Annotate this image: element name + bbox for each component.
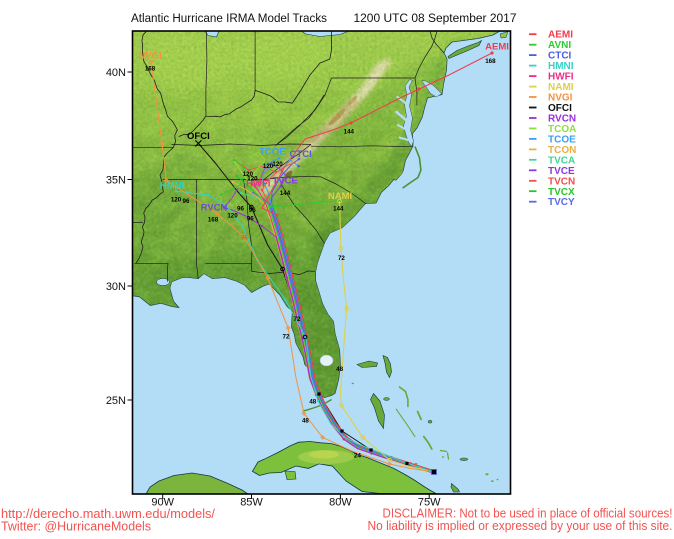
svg-text:http://derecho.math.uwm.edu/mo: http://derecho.math.uwm.edu/models/ — [1, 507, 215, 521]
svg-text:OFCI: OFCI — [548, 103, 572, 114]
svg-text:120: 120 — [171, 197, 182, 204]
svg-text:TVCN: TVCN — [548, 176, 575, 187]
svg-text:AVNI: AVNI — [548, 40, 571, 51]
svg-text:96: 96 — [247, 216, 254, 223]
svg-text:96: 96 — [237, 206, 244, 213]
svg-text:1200 UTC 08 September 2017: 1200 UTC 08 September 2017 — [354, 11, 517, 25]
svg-text:35N: 35N — [106, 175, 126, 187]
svg-text:75W: 75W — [418, 497, 441, 509]
svg-text:NAMI: NAMI — [328, 191, 352, 202]
svg-text:TVCX: TVCX — [548, 187, 575, 198]
svg-text:Atlantic Hurricane IRMA Model: Atlantic Hurricane IRMA Model Tracks — [131, 11, 327, 25]
svg-text:HMNI: HMNI — [160, 181, 184, 192]
svg-text:HWFI: HWFI — [246, 179, 270, 190]
svg-text:144: 144 — [280, 190, 291, 197]
svg-text:NVGI: NVGI — [138, 51, 161, 62]
svg-text:48: 48 — [309, 399, 316, 406]
svg-text:TVCY: TVCY — [548, 197, 575, 208]
svg-text:90W: 90W — [151, 497, 174, 509]
svg-text:72: 72 — [338, 255, 345, 262]
svg-text:144: 144 — [344, 129, 355, 136]
svg-text:HMNI: HMNI — [548, 61, 574, 72]
svg-text:120: 120 — [247, 176, 258, 183]
svg-text:24: 24 — [354, 453, 361, 460]
svg-text:168: 168 — [208, 217, 219, 224]
svg-text:48: 48 — [302, 418, 309, 425]
svg-text:NVGI: NVGI — [548, 93, 573, 104]
svg-text:168: 168 — [145, 66, 156, 73]
svg-text:TCON: TCON — [548, 145, 576, 156]
svg-text:120: 120 — [272, 161, 283, 168]
svg-text:120: 120 — [227, 213, 238, 220]
svg-text:120: 120 — [263, 163, 274, 170]
svg-text:96: 96 — [249, 207, 256, 214]
svg-text:RVCN: RVCN — [201, 203, 228, 214]
svg-text:RVCN: RVCN — [548, 114, 576, 125]
svg-text:144: 144 — [333, 206, 344, 213]
svg-text:TCOA: TCOA — [548, 124, 576, 135]
svg-text:85W: 85W — [240, 497, 263, 509]
svg-text:No liability is implied or exp: No liability is implied or expressed by … — [368, 519, 673, 533]
svg-text:48: 48 — [336, 366, 343, 373]
svg-text:Twitter: @HurricaneModels: Twitter: @HurricaneModels — [1, 520, 151, 534]
svg-text:96: 96 — [183, 198, 190, 205]
svg-text:TVCA: TVCA — [548, 155, 575, 166]
svg-text:96: 96 — [241, 235, 248, 242]
svg-text:TCOE: TCOE — [548, 134, 576, 145]
svg-text:168: 168 — [485, 58, 496, 65]
svg-text:NAMI: NAMI — [548, 82, 574, 93]
svg-text:80W: 80W — [329, 497, 352, 509]
svg-text:72: 72 — [283, 334, 290, 341]
svg-text:TVCE: TVCE — [272, 176, 297, 187]
svg-text:AEMI: AEMI — [485, 42, 509, 53]
svg-text:CTCI: CTCI — [290, 149, 312, 160]
svg-text:HWFI: HWFI — [548, 72, 574, 83]
svg-text:40N: 40N — [106, 67, 126, 79]
svg-text:72: 72 — [294, 316, 301, 323]
svg-text:OFCI: OFCI — [187, 131, 210, 142]
svg-text:DISCLAIMER: Not to be used in: DISCLAIMER: Not to be used in place of o… — [383, 507, 673, 521]
svg-text:120: 120 — [243, 171, 254, 178]
svg-text:30N: 30N — [106, 281, 126, 293]
svg-text:TCOE: TCOE — [259, 147, 285, 158]
svg-text:CTCI: CTCI — [548, 51, 572, 62]
svg-text:TVCE: TVCE — [548, 166, 575, 177]
svg-text:AEMI: AEMI — [548, 30, 573, 41]
svg-text:25N: 25N — [106, 395, 126, 407]
